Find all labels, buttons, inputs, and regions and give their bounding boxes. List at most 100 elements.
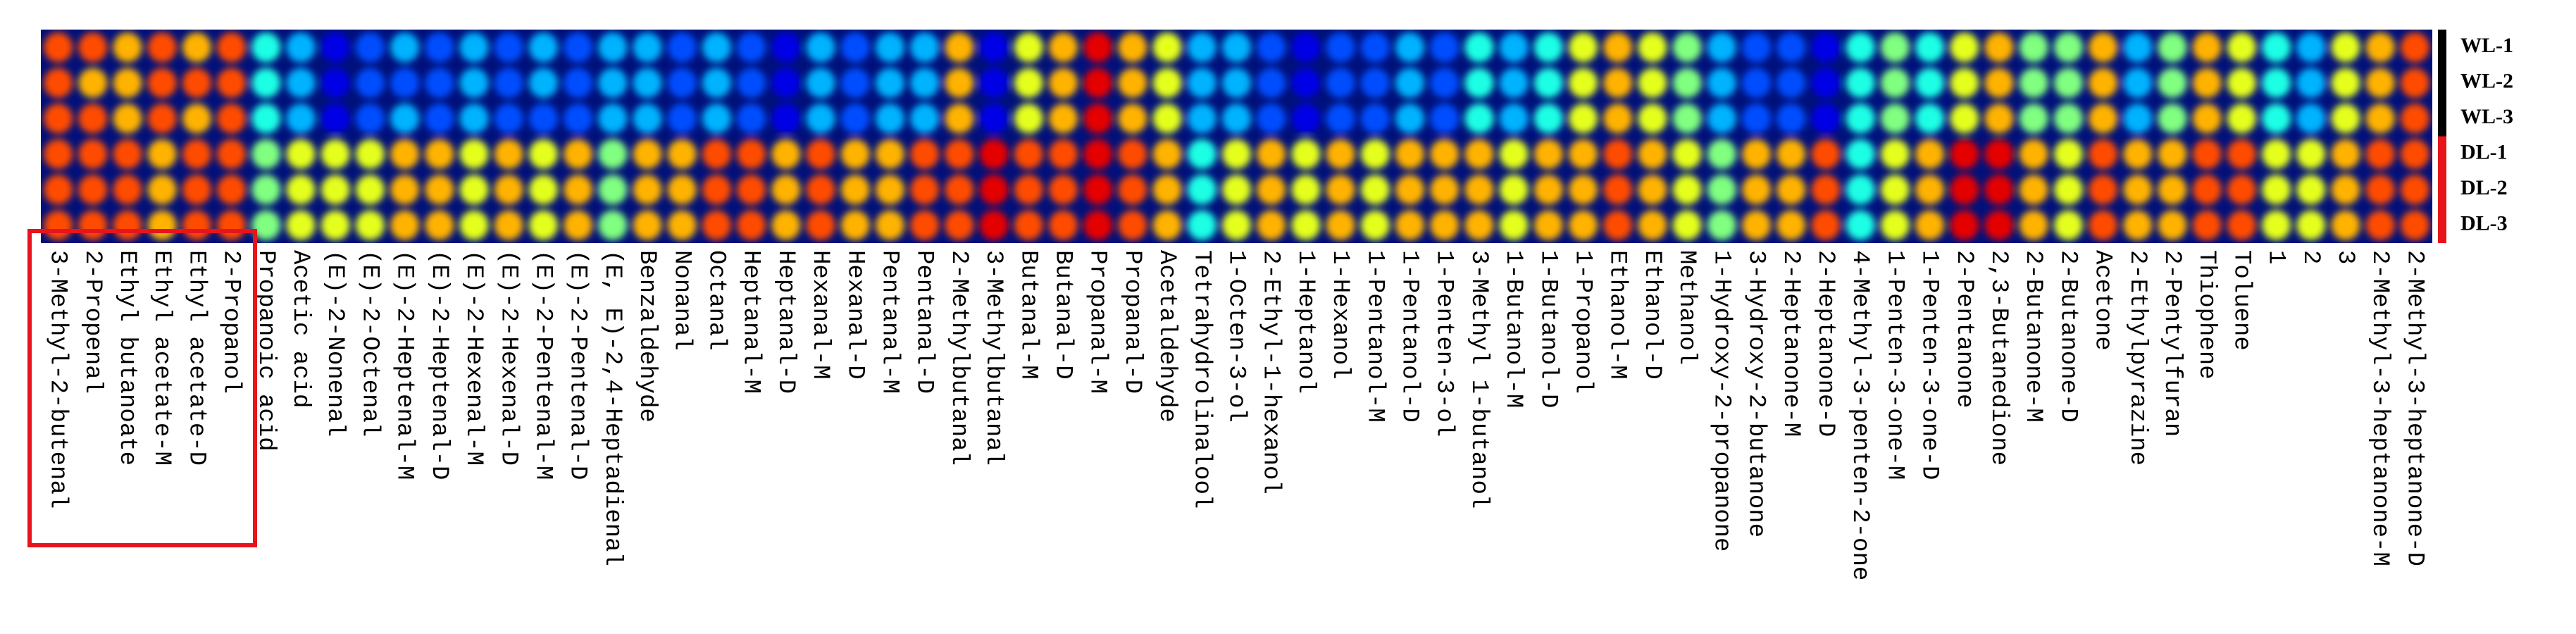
heatmap-cell <box>2400 139 2430 169</box>
heatmap-cell <box>147 139 177 169</box>
heatmap-cell <box>390 104 420 134</box>
heatmap-cell <box>1014 68 1043 98</box>
heatmap-cell <box>1430 210 1460 240</box>
column-label: Ethanol-D <box>1638 250 1665 380</box>
column-label: Nonanal <box>668 250 695 351</box>
heatmap-cell <box>528 139 559 169</box>
heatmap-cell <box>1430 104 1460 134</box>
heatmap-cell <box>2400 68 2430 98</box>
heatmap-cell <box>1360 139 1390 169</box>
heatmap-cell <box>251 32 281 63</box>
heatmap-cell <box>1291 32 1321 63</box>
heatmap-cell <box>2158 68 2187 98</box>
heatmap-cell <box>1533 139 1563 169</box>
heatmap-cell <box>702 210 732 240</box>
heatmap-cell <box>875 139 905 169</box>
heatmap-cell <box>1880 32 1910 63</box>
heatmap-cell <box>2227 68 2257 98</box>
heatmap-cell <box>425 139 454 169</box>
heatmap-cell <box>147 68 177 98</box>
heatmap-cell <box>2088 175 2118 205</box>
heatmap-cell <box>1533 104 1563 134</box>
column-label: Ethyl butanoate <box>113 250 140 466</box>
row-group-bar <box>2438 101 2446 137</box>
column-label: Acetic acid <box>287 250 313 408</box>
heatmap-cell <box>563 32 593 63</box>
heatmap-cell <box>633 32 662 63</box>
column-label: (E)-2-Pentenal-M <box>529 250 556 480</box>
heatmap-cell <box>182 175 212 205</box>
heatmap-cell <box>1187 32 1217 63</box>
heatmap-cell <box>1326 32 1355 63</box>
heatmap-cell <box>2123 104 2153 134</box>
heatmap-cell <box>251 68 281 98</box>
heatmap-cell <box>1395 210 1425 240</box>
column-label: 2-Methyl-3-heptanone-M <box>2366 250 2393 566</box>
row-group-bar <box>2438 65 2446 101</box>
heatmap-cell <box>806 68 835 98</box>
heatmap-cell <box>1118 175 1147 205</box>
heatmap-cell <box>1846 210 1875 240</box>
heatmap-cell <box>1257 210 1286 240</box>
heatmap-cell <box>1430 32 1460 63</box>
heatmap-cell <box>1811 175 1841 205</box>
heatmap-cell <box>1360 175 1390 205</box>
heatmap-cell <box>1741 32 1772 63</box>
column-label: Butanal-D <box>1050 250 1076 380</box>
heatmap-cell <box>945 32 974 63</box>
column-label: Toluene <box>2227 250 2254 351</box>
heatmap-cell <box>702 104 732 134</box>
row-group-bar <box>2438 136 2446 172</box>
heatmap-cell <box>2053 210 2084 240</box>
labels: WL-1 WL-2 WL-3 DL-1 DL-2 DL-3 3-Methyl-2-buten… <box>44 30 2513 580</box>
heatmap-cell <box>1603 32 1633 63</box>
heatmap-cell <box>736 175 766 205</box>
heatmap-cell <box>286 175 316 205</box>
heatmap-cell <box>1395 104 1425 134</box>
heatmap-cell <box>1430 175 1460 205</box>
heatmap-cell <box>736 210 766 240</box>
column-label: (E)-2-Heptenal-M <box>391 250 418 480</box>
heatmap-cell <box>1811 139 1841 169</box>
heatmap-cell <box>633 210 662 240</box>
heatmap-cell <box>875 68 905 98</box>
column-label: 1-Heptanol <box>1292 250 1319 394</box>
heatmap-cell <box>910 104 940 134</box>
heatmap-cell <box>667 68 697 98</box>
heatmap-cell <box>2365 68 2395 98</box>
heatmap-cell <box>390 68 420 98</box>
heatmap-cell <box>355 175 385 205</box>
heatmap-cell <box>1464 210 1494 240</box>
heatmap-cell <box>1915 139 1945 169</box>
heatmap-cell <box>1291 139 1321 169</box>
heatmap-cell <box>1950 68 1979 98</box>
heatmap-cell <box>1811 68 1841 98</box>
heatmap-cell <box>2088 210 2118 240</box>
heatmap-cell <box>1984 175 2014 205</box>
column-label: Heptanal-M <box>738 250 764 394</box>
heatmap-cell <box>43 68 73 98</box>
heatmap-cell <box>1464 139 1494 169</box>
column-label: 4-Methyl-3-penten-2-one <box>1846 250 1873 580</box>
heatmap-cell <box>251 104 281 134</box>
heatmap-cell <box>147 210 177 240</box>
heatmap-cell <box>113 210 142 240</box>
column-label: 2-Butanone-D <box>2054 250 2081 423</box>
column-label: 1-Hexanol <box>1326 250 1353 380</box>
column-label: Octanal <box>702 250 729 351</box>
row-group-bar <box>2438 172 2446 208</box>
column-label: (E)-2-Heptenal-D <box>425 250 452 480</box>
heatmap-cell <box>1811 104 1841 134</box>
heatmap-cell <box>1672 139 1702 169</box>
heatmap-cell <box>1083 210 1113 240</box>
heatmap-cell <box>2261 175 2291 205</box>
heatmap-cell <box>390 139 420 169</box>
heatmap-cell <box>321 210 350 240</box>
heatmap-cell <box>979 68 1009 98</box>
heatmap-cell <box>2296 104 2326 134</box>
row-label: DL-1 <box>2460 141 2508 164</box>
heatmap-cell <box>1984 139 2014 169</box>
heatmap-cell <box>2261 139 2291 169</box>
heatmap-cell <box>1672 175 1702 205</box>
heatmap-cell <box>43 32 73 63</box>
